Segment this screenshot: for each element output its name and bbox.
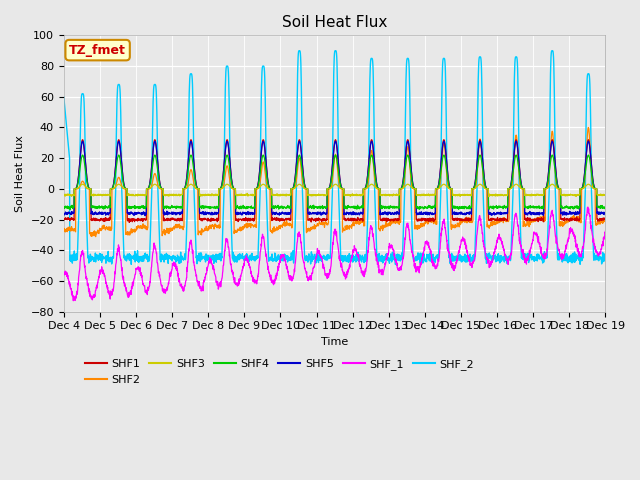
Title: Soil Heat Flux: Soil Heat Flux [282,15,387,30]
Line: SHF_1: SHF_1 [64,207,605,301]
Legend: SHF1, SHF2, SHF3, SHF4, SHF5, SHF_1, SHF_2: SHF1, SHF2, SHF3, SHF4, SHF5, SHF_1, SHF… [80,355,478,389]
Line: SHF4: SHF4 [64,155,605,210]
SHF4 [569,204,577,210]
SHF2 [584,125,592,131]
SHF_1 [584,204,592,210]
SHF4 [492,205,500,211]
SHF5 [141,213,149,218]
SHF5 [602,212,609,218]
SHF2 [211,223,219,228]
SHF_1 [70,298,77,304]
Line: SHF2: SHF2 [64,128,605,237]
Line: SHF3: SHF3 [64,184,605,197]
SHF4 [79,152,86,158]
SHF1 [60,216,68,222]
Line: SHF1: SHF1 [64,140,605,222]
SHF4 [602,204,609,210]
SHF5 [211,211,219,216]
SHF4 [60,205,68,211]
SHF1 [492,217,500,223]
SHF_2 [362,253,370,259]
SHF_2 [569,251,577,256]
SHF1 [211,217,219,223]
SHF5 [79,138,86,144]
Line: SHF_2: SHF_2 [64,51,605,265]
SHF_1 [211,272,219,277]
SHF1 [125,219,133,225]
SHF2 [569,216,577,222]
SHF1 [569,217,577,223]
SHF5 [554,184,562,190]
SHF_1 [60,272,68,278]
SHF1 [554,184,562,190]
SHF_2 [554,251,562,256]
SHF3 [211,192,219,198]
SHF1 [351,216,358,222]
SHF_2 [429,262,437,268]
SHF2 [554,186,562,192]
SHF3 [351,192,358,198]
SHF3 [79,181,86,187]
SHF_1 [554,245,562,251]
SHF_2 [602,256,609,262]
SHF2 [362,186,370,192]
Text: TZ_fmet: TZ_fmet [69,44,126,57]
SHF_2 [211,257,219,263]
SHF4 [211,205,219,211]
SHF3 [554,186,562,192]
SHF3 [60,192,68,198]
X-axis label: Time: Time [321,337,348,347]
SHF2 [60,228,68,233]
SHF3 [492,192,500,198]
SHF_1 [351,243,358,249]
SHF_1 [492,245,500,251]
SHF4 [351,204,358,210]
SHF_2 [492,257,500,263]
SHF_1 [362,265,370,271]
SHF5 [362,182,370,188]
SHF3 [362,186,370,192]
SHF1 [362,182,370,188]
SHF4 [554,184,562,190]
SHF1 [602,216,609,222]
Y-axis label: Soil Heat Flux: Soil Heat Flux [15,135,25,212]
SHF2 [492,219,500,225]
SHF5 [569,209,577,215]
SHF5 [60,212,68,217]
SHF1 [79,137,86,143]
SHF_1 [569,231,577,237]
SHF_2 [296,48,303,54]
SHF4 [362,183,370,189]
SHF2 [602,216,609,222]
SHF_2 [60,94,68,100]
SHF2 [92,234,99,240]
SHF4 [66,207,74,213]
SHF5 [492,211,500,216]
SHF3 [569,192,577,198]
SHF_1 [602,228,609,234]
SHF3 [602,192,609,198]
SHF5 [351,211,358,217]
SHF_2 [351,255,358,261]
Line: SHF5: SHF5 [64,141,605,216]
SHF3 [485,194,493,200]
SHF2 [351,221,358,227]
